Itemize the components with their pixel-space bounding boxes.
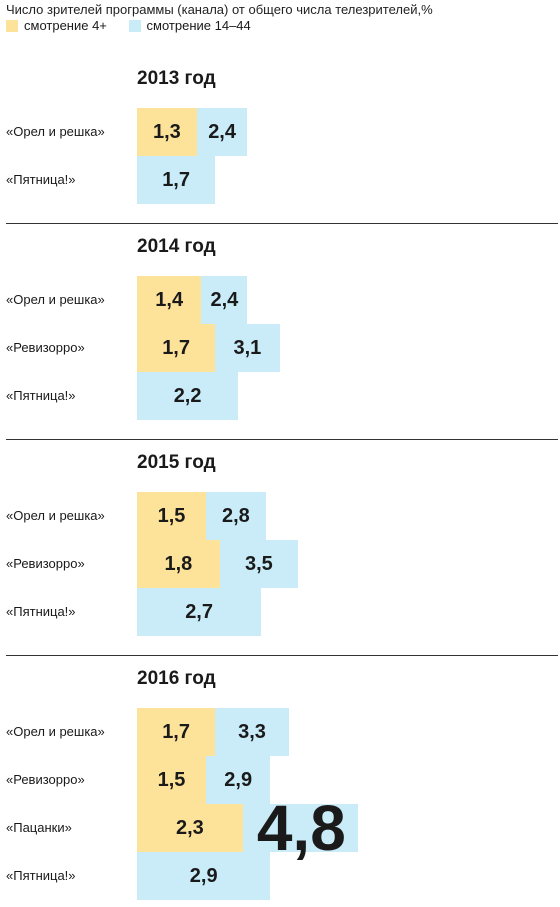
bar-14-44	[137, 372, 239, 420]
bar-4plus	[137, 492, 206, 540]
row-label: «Орел и решка»	[6, 124, 105, 139]
bar-4plus	[137, 540, 220, 588]
bar-value-label: 3,1	[233, 337, 262, 359]
legend-swatch-14-44	[128, 19, 141, 32]
bar-value-label: 1,4	[155, 289, 184, 311]
legend-item-4plus: смотрение 4+	[6, 18, 107, 33]
bar-14-44	[137, 852, 271, 900]
bar-value-label: 2,9	[189, 865, 218, 887]
bar-4plus	[137, 756, 206, 804]
bar-value-label: 3,3	[238, 721, 266, 743]
bar-value-label: 2,7	[185, 601, 213, 623]
bar-value-label: 2,8	[221, 505, 250, 527]
row-label: «Ревизорро»	[6, 556, 85, 571]
row-label: «Пацанки»	[6, 820, 72, 835]
bar-value-label: 2,4	[208, 121, 236, 143]
row-label: «Ревизорро»	[6, 772, 85, 787]
bar-value-label: 2,9	[224, 769, 253, 791]
row-label: «Орел и решка»	[6, 508, 105, 523]
year-title: 2015 год	[137, 452, 216, 473]
year-title: 2014 год	[137, 236, 216, 257]
legend: смотрение 4+ смотрение 14–44	[6, 18, 269, 35]
legend-item-14-44: смотрение 14–44	[128, 18, 251, 33]
bar-value-label: 1,5	[157, 769, 186, 791]
bar-value-label: 2,4	[210, 289, 239, 311]
row-label: «Пятница!»	[6, 604, 76, 619]
row-label: «Орел и решка»	[6, 724, 105, 739]
row-label: «Пятница!»	[6, 172, 76, 187]
legend-swatch-4plus	[6, 19, 18, 32]
bar-14-44	[137, 588, 262, 636]
bar-value-label: 1,5	[157, 505, 186, 527]
bar-value-label: 3,5	[244, 553, 273, 575]
group-divider	[6, 655, 558, 656]
legend-label-4plus: смотрение 4+	[24, 18, 107, 33]
row-label: «Ревизорро»	[6, 340, 85, 355]
bar-4plus	[137, 276, 202, 324]
group-divider	[6, 439, 558, 440]
bar-value-label: 1,7	[162, 169, 190, 191]
chart-subtitle: Число зрителей программы (канала) от общ…	[6, 2, 433, 17]
bar-value-label: 4,8	[256, 792, 346, 864]
year-title: 2016 год	[137, 668, 216, 689]
bar-value-label: 2,3	[175, 817, 204, 839]
group-divider	[6, 223, 558, 224]
legend-label-14-44: смотрение 14–44	[146, 18, 251, 33]
row-label: «Пятница!»	[6, 868, 76, 883]
bar-4plus	[137, 108, 197, 156]
bar-value-label: 2,2	[173, 385, 202, 407]
bar-4plus	[137, 804, 243, 852]
bar-4plus	[137, 708, 216, 756]
year-title: 2013 год	[137, 68, 216, 89]
row-label: «Орел и решка»	[6, 292, 105, 307]
bar-value-label: 1,7	[162, 337, 190, 359]
bar-value-label: 1,7	[162, 721, 190, 743]
row-label: «Пятница!»	[6, 388, 76, 403]
bar-value-label: 1,8	[164, 553, 193, 575]
bar-value-label: 1,3	[152, 121, 181, 143]
bar-4plus	[137, 324, 216, 372]
bar-14-44	[137, 156, 216, 204]
